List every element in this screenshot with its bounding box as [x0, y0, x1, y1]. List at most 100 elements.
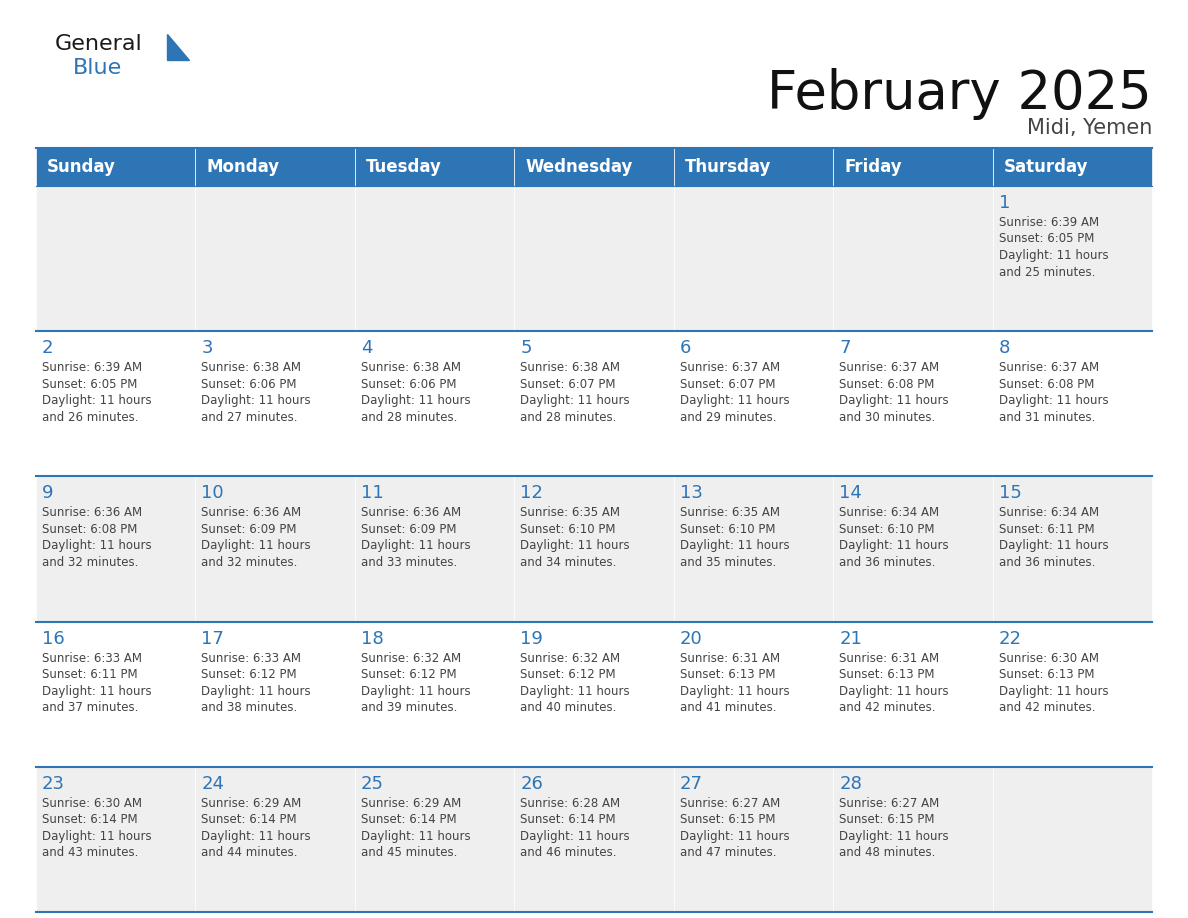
Bar [355, 621, 514, 767]
Text: and 37 minutes.: and 37 minutes. [42, 701, 138, 714]
Text: Daylight: 11 hours: Daylight: 11 hours [999, 685, 1108, 698]
Bar [833, 476, 992, 621]
Bar [674, 186, 833, 331]
Text: 24: 24 [202, 775, 225, 793]
Text: Sunset: 6:14 PM: Sunset: 6:14 PM [202, 813, 297, 826]
Text: Sunset: 6:15 PM: Sunset: 6:15 PM [839, 813, 935, 826]
Bar [992, 476, 1152, 621]
Text: 5: 5 [520, 339, 532, 357]
Text: Daylight: 11 hours: Daylight: 11 hours [202, 394, 311, 408]
Text: Sunset: 6:09 PM: Sunset: 6:09 PM [361, 523, 456, 536]
Text: Sunset: 6:11 PM: Sunset: 6:11 PM [42, 668, 138, 681]
Bar [514, 767, 674, 912]
Text: Daylight: 11 hours: Daylight: 11 hours [680, 685, 789, 698]
Text: Daylight: 11 hours: Daylight: 11 hours [361, 540, 470, 553]
Text: Sunset: 6:13 PM: Sunset: 6:13 PM [680, 668, 776, 681]
Text: Sunset: 6:07 PM: Sunset: 6:07 PM [520, 377, 615, 391]
Text: Sunrise: 6:31 AM: Sunrise: 6:31 AM [839, 652, 940, 665]
Text: 18: 18 [361, 630, 384, 647]
Bar [36, 331, 196, 476]
Text: Sunset: 6:14 PM: Sunset: 6:14 PM [520, 813, 615, 826]
Text: Sunrise: 6:35 AM: Sunrise: 6:35 AM [520, 507, 620, 520]
Text: Sunrise: 6:36 AM: Sunrise: 6:36 AM [202, 507, 302, 520]
Text: 8: 8 [999, 339, 1010, 357]
Bar [36, 186, 196, 331]
Text: and 38 minutes.: and 38 minutes. [202, 701, 298, 714]
Text: and 43 minutes.: and 43 minutes. [42, 846, 138, 859]
Text: and 36 minutes.: and 36 minutes. [839, 556, 935, 569]
Text: and 47 minutes.: and 47 minutes. [680, 846, 776, 859]
Text: 12: 12 [520, 485, 543, 502]
Bar [992, 767, 1152, 912]
Bar [36, 621, 196, 767]
Bar [514, 476, 674, 621]
Text: Sunset: 6:08 PM: Sunset: 6:08 PM [999, 377, 1094, 391]
Bar [36, 476, 196, 621]
Text: Daylight: 11 hours: Daylight: 11 hours [202, 685, 311, 698]
Bar [196, 621, 355, 767]
Text: and 36 minutes.: and 36 minutes. [999, 556, 1095, 569]
Text: 13: 13 [680, 485, 702, 502]
Text: 7: 7 [839, 339, 851, 357]
Bar [833, 148, 992, 186]
Text: Daylight: 11 hours: Daylight: 11 hours [680, 540, 789, 553]
Text: and 44 minutes.: and 44 minutes. [202, 846, 298, 859]
Bar [514, 331, 674, 476]
Bar [833, 331, 992, 476]
Text: Sunset: 6:05 PM: Sunset: 6:05 PM [42, 377, 138, 391]
Text: and 42 minutes.: and 42 minutes. [839, 701, 936, 714]
Bar [355, 767, 514, 912]
Text: and 28 minutes.: and 28 minutes. [361, 410, 457, 424]
Text: February 2025: February 2025 [767, 68, 1152, 120]
Text: 15: 15 [999, 485, 1022, 502]
Bar [36, 148, 196, 186]
Text: Sunset: 6:11 PM: Sunset: 6:11 PM [999, 523, 1094, 536]
Text: and 39 minutes.: and 39 minutes. [361, 701, 457, 714]
Bar [833, 767, 992, 912]
Bar [833, 621, 992, 767]
Text: Daylight: 11 hours: Daylight: 11 hours [520, 830, 630, 843]
Bar [992, 621, 1152, 767]
Text: General: General [55, 34, 143, 54]
Bar [355, 331, 514, 476]
Text: Sunset: 6:12 PM: Sunset: 6:12 PM [520, 668, 615, 681]
Text: Saturday: Saturday [1004, 158, 1088, 176]
Bar [196, 476, 355, 621]
Text: 26: 26 [520, 775, 543, 793]
Text: Daylight: 11 hours: Daylight: 11 hours [520, 685, 630, 698]
Text: Sunset: 6:07 PM: Sunset: 6:07 PM [680, 377, 776, 391]
Text: Sunrise: 6:32 AM: Sunrise: 6:32 AM [361, 652, 461, 665]
Text: 11: 11 [361, 485, 384, 502]
Text: Sunrise: 6:33 AM: Sunrise: 6:33 AM [202, 652, 302, 665]
Text: 1: 1 [999, 194, 1010, 212]
Text: Daylight: 11 hours: Daylight: 11 hours [42, 685, 152, 698]
Bar [992, 186, 1152, 331]
Text: Daylight: 11 hours: Daylight: 11 hours [839, 830, 949, 843]
Text: Daylight: 11 hours: Daylight: 11 hours [520, 394, 630, 408]
Text: Sunset: 6:10 PM: Sunset: 6:10 PM [680, 523, 776, 536]
Text: 20: 20 [680, 630, 702, 647]
Bar [674, 476, 833, 621]
Text: Sunset: 6:09 PM: Sunset: 6:09 PM [202, 523, 297, 536]
Text: Daylight: 11 hours: Daylight: 11 hours [999, 249, 1108, 262]
Text: Sunset: 6:05 PM: Sunset: 6:05 PM [999, 232, 1094, 245]
Bar [674, 767, 833, 912]
Text: 10: 10 [202, 485, 225, 502]
Text: Sunrise: 6:39 AM: Sunrise: 6:39 AM [42, 361, 143, 375]
Bar [355, 148, 514, 186]
Bar [196, 148, 355, 186]
Text: Midi, Yemen: Midi, Yemen [1026, 118, 1152, 138]
Text: Sunrise: 6:28 AM: Sunrise: 6:28 AM [520, 797, 620, 810]
Text: Daylight: 11 hours: Daylight: 11 hours [680, 394, 789, 408]
Text: Sunrise: 6:35 AM: Sunrise: 6:35 AM [680, 507, 779, 520]
Text: and 25 minutes.: and 25 minutes. [999, 265, 1095, 278]
Bar [674, 621, 833, 767]
Text: Sunrise: 6:34 AM: Sunrise: 6:34 AM [999, 507, 1099, 520]
Text: Sunrise: 6:27 AM: Sunrise: 6:27 AM [839, 797, 940, 810]
Text: 4: 4 [361, 339, 372, 357]
Text: 21: 21 [839, 630, 862, 647]
Text: Daylight: 11 hours: Daylight: 11 hours [839, 540, 949, 553]
Bar [674, 331, 833, 476]
Text: Sunset: 6:06 PM: Sunset: 6:06 PM [361, 377, 456, 391]
Text: Sunrise: 6:33 AM: Sunrise: 6:33 AM [42, 652, 143, 665]
